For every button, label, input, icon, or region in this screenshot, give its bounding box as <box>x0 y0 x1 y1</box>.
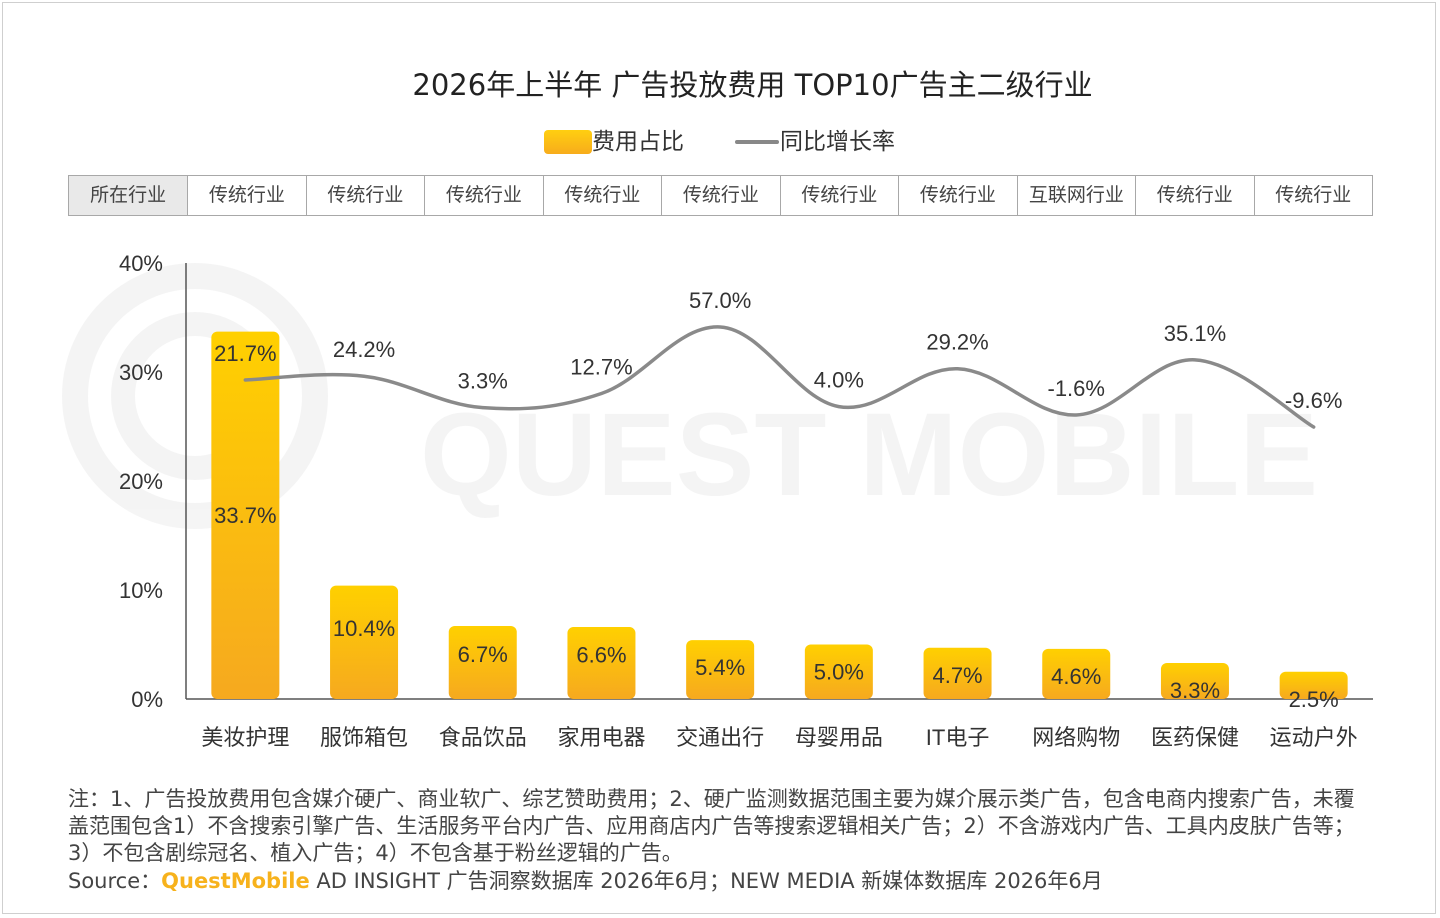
line-data-label: 12.7% <box>570 355 632 380</box>
industry-cell: 传统行业 <box>1135 176 1253 215</box>
source-line: Source：QuestMobile AD INSIGHT 广告洞察数据库 20… <box>68 866 1103 896</box>
legend-bar-swatch <box>544 130 592 154</box>
bar-data-label: 5.4% <box>695 655 745 680</box>
chart-title: 2026年上半年 广告投放费用 TOP10广告主二级行业 <box>412 68 1093 102</box>
bar <box>448 625 517 699</box>
y-tick-label: 0% <box>131 687 163 712</box>
growth-point <box>1193 358 1197 362</box>
bar <box>923 647 992 699</box>
x-tick-label: 交通出行 <box>676 725 764 750</box>
x-tick-label: 家用电器 <box>557 725 645 750</box>
industry-cell: 传统行业 <box>779 176 898 215</box>
industry-cell: 传统行业 <box>187 176 305 215</box>
industry-cell: 传统行业 <box>305 176 424 215</box>
bar-data-label: 3.3% <box>1170 678 1220 703</box>
growth-point <box>1312 425 1316 429</box>
bar-data-label: 10.4% <box>333 616 395 641</box>
y-tick-label: 20% <box>119 469 163 494</box>
y-tick-label: 10% <box>119 578 163 603</box>
bar <box>1160 663 1229 699</box>
source-brand: QuestMobile <box>161 869 310 893</box>
bar <box>686 640 755 699</box>
line-data-label: -9.6% <box>1285 388 1342 413</box>
x-tick-label: 美妆护理 <box>201 725 289 750</box>
growth-point <box>1074 413 1078 417</box>
line-data-label: 35.1% <box>1164 321 1226 346</box>
growth-point <box>837 405 841 409</box>
line-data-label: 57.0% <box>689 288 751 313</box>
industry-cell: 传统行业 <box>542 176 661 215</box>
source-rest: AD INSIGHT 广告洞察数据库 2026年6月；NEW MEDIA 新媒体… <box>309 869 1103 893</box>
legend-line-swatch <box>735 140 779 144</box>
bar <box>1279 671 1348 699</box>
bar-data-label: 4.6% <box>1051 664 1101 689</box>
x-tick-label: 服饰箱包 <box>320 725 408 750</box>
line-data-label: 24.2% <box>333 337 395 362</box>
line-data-label: 4.0% <box>814 368 864 393</box>
line-data-label: 21.7% <box>214 341 276 366</box>
x-tick-label: 医药保健 <box>1151 725 1239 750</box>
x-tick-label: 母婴用品 <box>795 725 883 750</box>
industry-row: 所在行业 传统行业 传统行业 传统行业 传统行业 传统行业 传统行业 传统行业 … <box>68 175 1373 216</box>
x-tick-label: 网络购物 <box>1032 725 1120 750</box>
bar-data-label: 6.6% <box>576 643 626 668</box>
growth-point <box>599 392 603 396</box>
line-data-label: 3.3% <box>458 369 508 394</box>
bar <box>330 585 399 699</box>
watermark-text: QUEST MOBILE <box>420 389 1318 521</box>
bar <box>211 331 280 699</box>
source-prefix: Source： <box>68 869 162 893</box>
growth-point <box>362 374 366 378</box>
bar-data-label: 2.5% <box>1289 687 1339 712</box>
growth-point <box>956 367 960 371</box>
industry-cell: 传统行业 <box>424 176 542 215</box>
y-tick-label: 40% <box>119 251 163 276</box>
industry-cell: 传统行业 <box>661 176 779 215</box>
growth-line <box>243 325 1316 429</box>
industry-row-header: 所在行业 <box>69 176 188 215</box>
growth-point <box>243 378 247 382</box>
bar <box>567 627 636 699</box>
y-tick-label: 30% <box>119 360 163 385</box>
x-tick-label: IT电子 <box>926 725 990 750</box>
bar-data-label: 5.0% <box>814 660 864 685</box>
legend-bar-label: 费用占比 <box>592 129 684 155</box>
x-tick-label: 食品饮品 <box>439 725 527 750</box>
growth-point <box>718 325 722 329</box>
industry-cell: 传统行业 <box>898 176 1016 215</box>
line-data-label: 29.2% <box>926 330 988 355</box>
bar-data-label: 6.7% <box>458 642 508 667</box>
line-data-label: -1.6% <box>1048 376 1105 401</box>
bar <box>804 644 873 699</box>
bar-data-label: 4.7% <box>932 663 982 688</box>
bar <box>1042 648 1111 699</box>
industry-cell: 传统行业 <box>1253 176 1372 215</box>
industry-cell: 互联网行业 <box>1016 176 1135 215</box>
legend-line-label: 同比增长率 <box>780 129 895 155</box>
footnote: 注：1、广告投放费用包含媒介硬广、商业软广、综艺赞助费用；2、硬广监测数据范围主… <box>68 787 1355 865</box>
x-tick-label: 运动户外 <box>1270 725 1358 750</box>
bar-data-label: 33.7% <box>214 503 276 528</box>
legend: 费用占比 同比增长率 <box>0 126 1440 160</box>
watermark: QUEST MOBILE <box>62 263 1318 529</box>
growth-point <box>481 406 485 410</box>
